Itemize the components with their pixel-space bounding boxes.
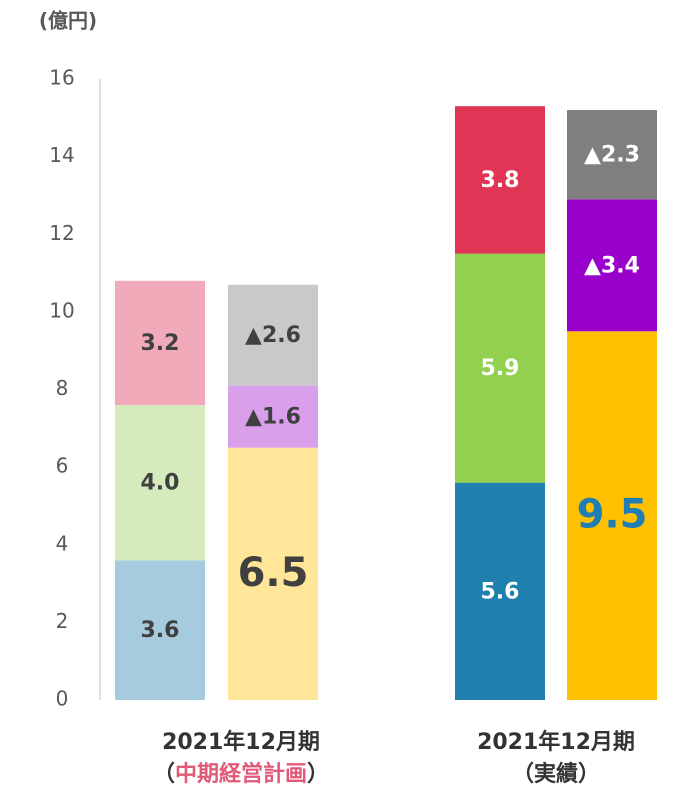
bar-segment [455, 253, 545, 483]
sublabel-part: ） [578, 762, 600, 787]
data-label: 6.5 [238, 550, 309, 596]
sublabel-part: （ [153, 762, 175, 787]
x-tick-sublabel: （実績） [512, 761, 600, 787]
data-label: 5.6 [481, 579, 520, 604]
bar-segment [115, 405, 205, 561]
bar-segment [115, 560, 205, 700]
data-label: 3.8 [481, 168, 520, 193]
y-tick-label: 6 [56, 454, 69, 478]
x-tick-sublabel: （中期経営計画） [153, 761, 329, 787]
bar-segment [228, 284, 318, 386]
y-tick-label: 16 [49, 66, 74, 90]
bar-segment [455, 482, 545, 700]
data-label: 3.6 [141, 618, 180, 643]
bar-segment [455, 106, 545, 254]
bar-segment [228, 385, 318, 448]
data-label: 5.9 [481, 356, 520, 381]
bar-segment [228, 447, 318, 700]
sublabel-part: ） [307, 762, 329, 787]
unit-label: (億円) [39, 9, 97, 33]
data-label: ▲2.6 [245, 323, 301, 348]
x-tick-label: 2021年12月期 [477, 729, 635, 755]
y-tick-label: 8 [56, 376, 69, 400]
x-tick-label: 2021年12月期 [162, 729, 320, 755]
data-label: 4.0 [141, 471, 180, 496]
bar-segment [567, 199, 657, 332]
data-label: ▲1.6 [245, 405, 301, 430]
sublabel-part: 中期経営計画 [175, 761, 307, 787]
bar-segment [115, 280, 205, 406]
y-tick-label: 4 [56, 531, 69, 555]
sublabel-part: （ [512, 762, 534, 787]
data-label: ▲2.3 [584, 143, 640, 168]
bar-segment [567, 110, 657, 200]
data-label: ▲3.4 [584, 253, 640, 278]
y-tick-label: 10 [49, 298, 74, 322]
data-label: 3.2 [141, 331, 180, 356]
y-tick-label: 0 [56, 687, 69, 711]
y-tick-label: 14 [49, 143, 74, 167]
y-tick-label: 2 [56, 609, 69, 633]
y-tick-label: 12 [49, 221, 74, 245]
data-label: 9.5 [577, 492, 648, 538]
sublabel-part: 実績 [534, 761, 578, 787]
bar-segment [567, 331, 657, 700]
